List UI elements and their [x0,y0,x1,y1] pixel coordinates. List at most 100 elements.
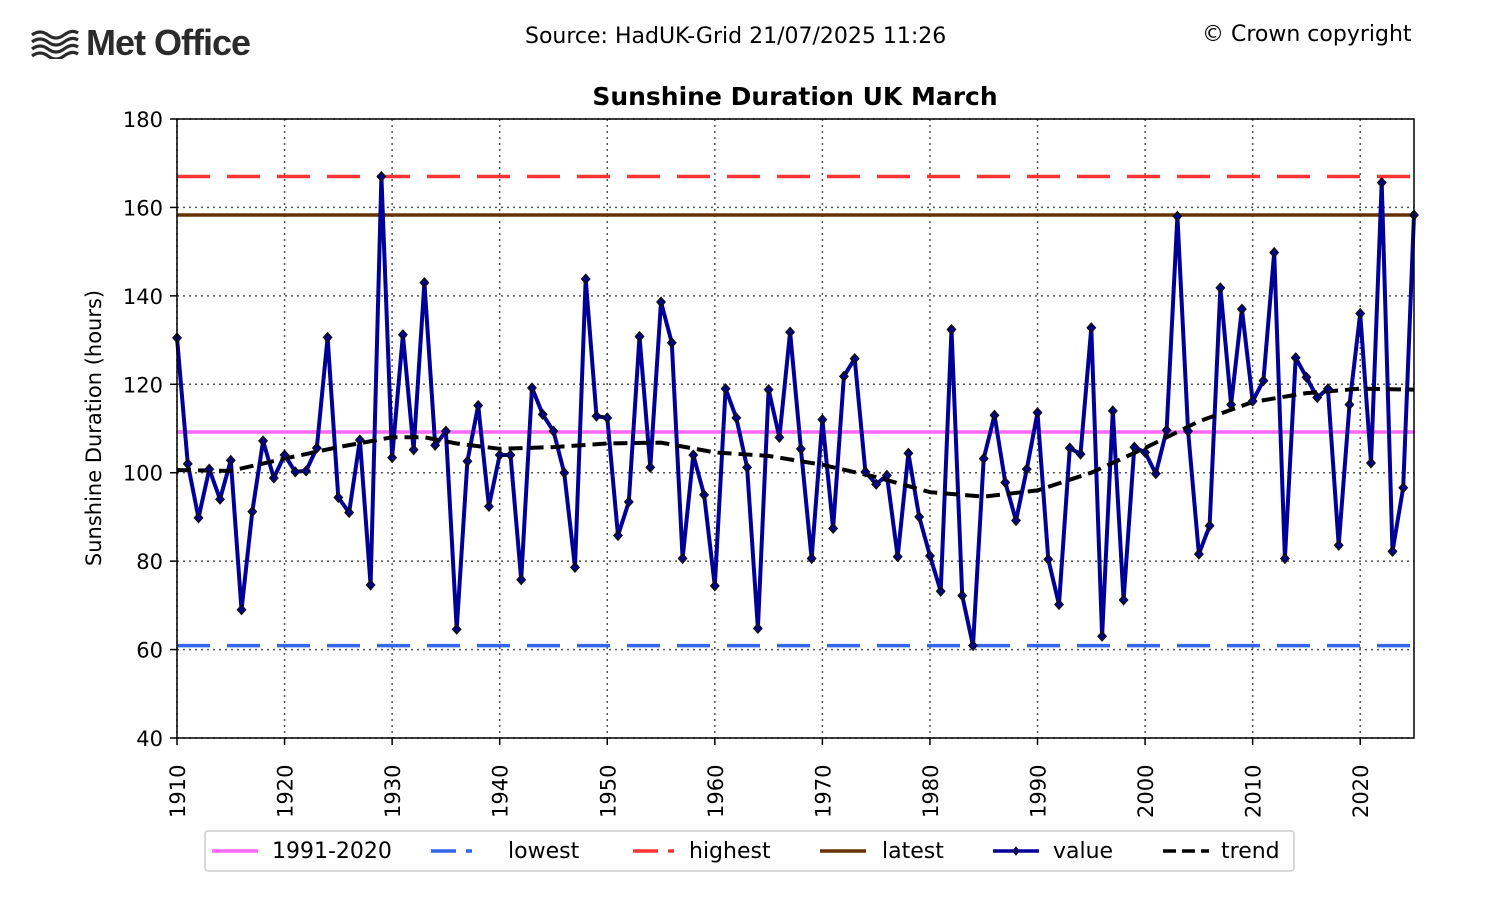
y-axis-label: Sunshine Duration (hours) [82,290,106,566]
data-point [634,330,645,343]
data-point [290,466,301,478]
data-point [602,412,613,424]
x-tick-label: 1980 [919,765,943,818]
data-point [903,447,914,459]
data-point [774,431,785,443]
data-point [204,463,215,475]
source-label: Source: HadUK-Grid 21/07/2025 11:26 [525,24,947,49]
data-point [946,323,957,336]
data-point [301,465,312,477]
x-tick-label: 1990 [1027,765,1051,818]
y-tick-label: 160 [123,196,163,220]
data-point [871,478,882,490]
data-point [483,500,494,512]
trend-line [176,386,1415,499]
data-point [828,522,839,535]
data-point [591,410,602,422]
data-point [247,505,258,518]
chart-title: Sunshine Duration UK March [592,82,997,111]
data-point [677,552,688,565]
data-point [1043,553,1054,566]
data-point [806,552,817,565]
data-point [440,425,451,437]
data-point [1365,457,1376,469]
y-tick-label: 40 [136,727,163,751]
x-tick-label: 2000 [1134,765,1158,818]
x-tick-label: 1910 [166,765,190,818]
legend-marker [1012,846,1020,856]
data-point [1279,552,1290,565]
data-point [763,383,774,396]
x-tick-label: 1950 [596,765,620,818]
data-point [967,639,978,652]
data-point [656,296,667,308]
data-point [989,409,1000,421]
data-point [892,551,903,563]
data-point [354,434,365,446]
data-point [505,449,516,461]
legend-label-latest: latest [882,839,944,864]
data-point [1032,406,1043,419]
data-point [1183,425,1194,437]
data-point [688,449,699,461]
y-tick-label: 140 [123,285,163,309]
data-point [924,550,935,562]
ticks: 1910 1920 1930 1940 1950 1960 1970 1980 1990 2000… [123,108,1373,818]
data-point [849,353,860,365]
data-point [1140,446,1151,459]
data-point [1011,514,1022,527]
data-point [548,425,559,437]
value-line [175,174,1416,648]
data-point [1258,375,1269,387]
data-point [1021,463,1032,475]
data-point [817,414,828,426]
data-point [430,439,441,451]
data-point [225,454,236,466]
series [171,170,1420,652]
data-point [569,561,580,573]
data-point [494,449,505,461]
data-point [193,512,204,524]
y-tick-label: 100 [123,462,163,486]
data-point [1398,482,1409,494]
data-point [1054,598,1065,611]
data-point [1269,246,1280,259]
data-point [645,461,656,474]
data-point [1204,520,1215,532]
met-office-logo: Met Office [30,22,251,64]
data-point [516,574,527,586]
data-point [1107,405,1118,417]
data-point [1000,476,1011,489]
x-tick-label: 1940 [489,765,513,818]
x-tick-label: 2010 [1242,765,1266,818]
legend-label-baseline: 1991-2020 [272,839,392,864]
data-point [699,489,710,501]
data-point [623,496,634,508]
legend-label-value: value [1053,839,1113,864]
data-point [795,443,806,455]
data-point [709,580,720,592]
x-tick-label: 1920 [274,765,298,818]
data-point [215,493,226,505]
data-point [1247,395,1258,407]
x-tick-label: 1960 [704,765,728,818]
data-point [387,452,398,464]
legend: 1991-2020 lowest highest latest value trend [204,830,1295,872]
data-point [1355,307,1366,320]
data-point [935,585,946,597]
data-point [731,412,742,424]
y-tick-label: 180 [123,108,163,132]
data-point [1150,467,1161,480]
data-point [1097,630,1108,642]
data-point [1376,177,1387,189]
data-point [311,442,322,454]
data-point [1118,594,1129,606]
data-point [1172,210,1183,222]
data-point [1064,442,1075,454]
data-point [742,461,753,474]
logo-text: Met Office [86,22,251,63]
data-point [613,529,624,542]
data-point [957,590,968,602]
y-tick-label: 120 [123,373,163,397]
data-point [1193,548,1204,560]
